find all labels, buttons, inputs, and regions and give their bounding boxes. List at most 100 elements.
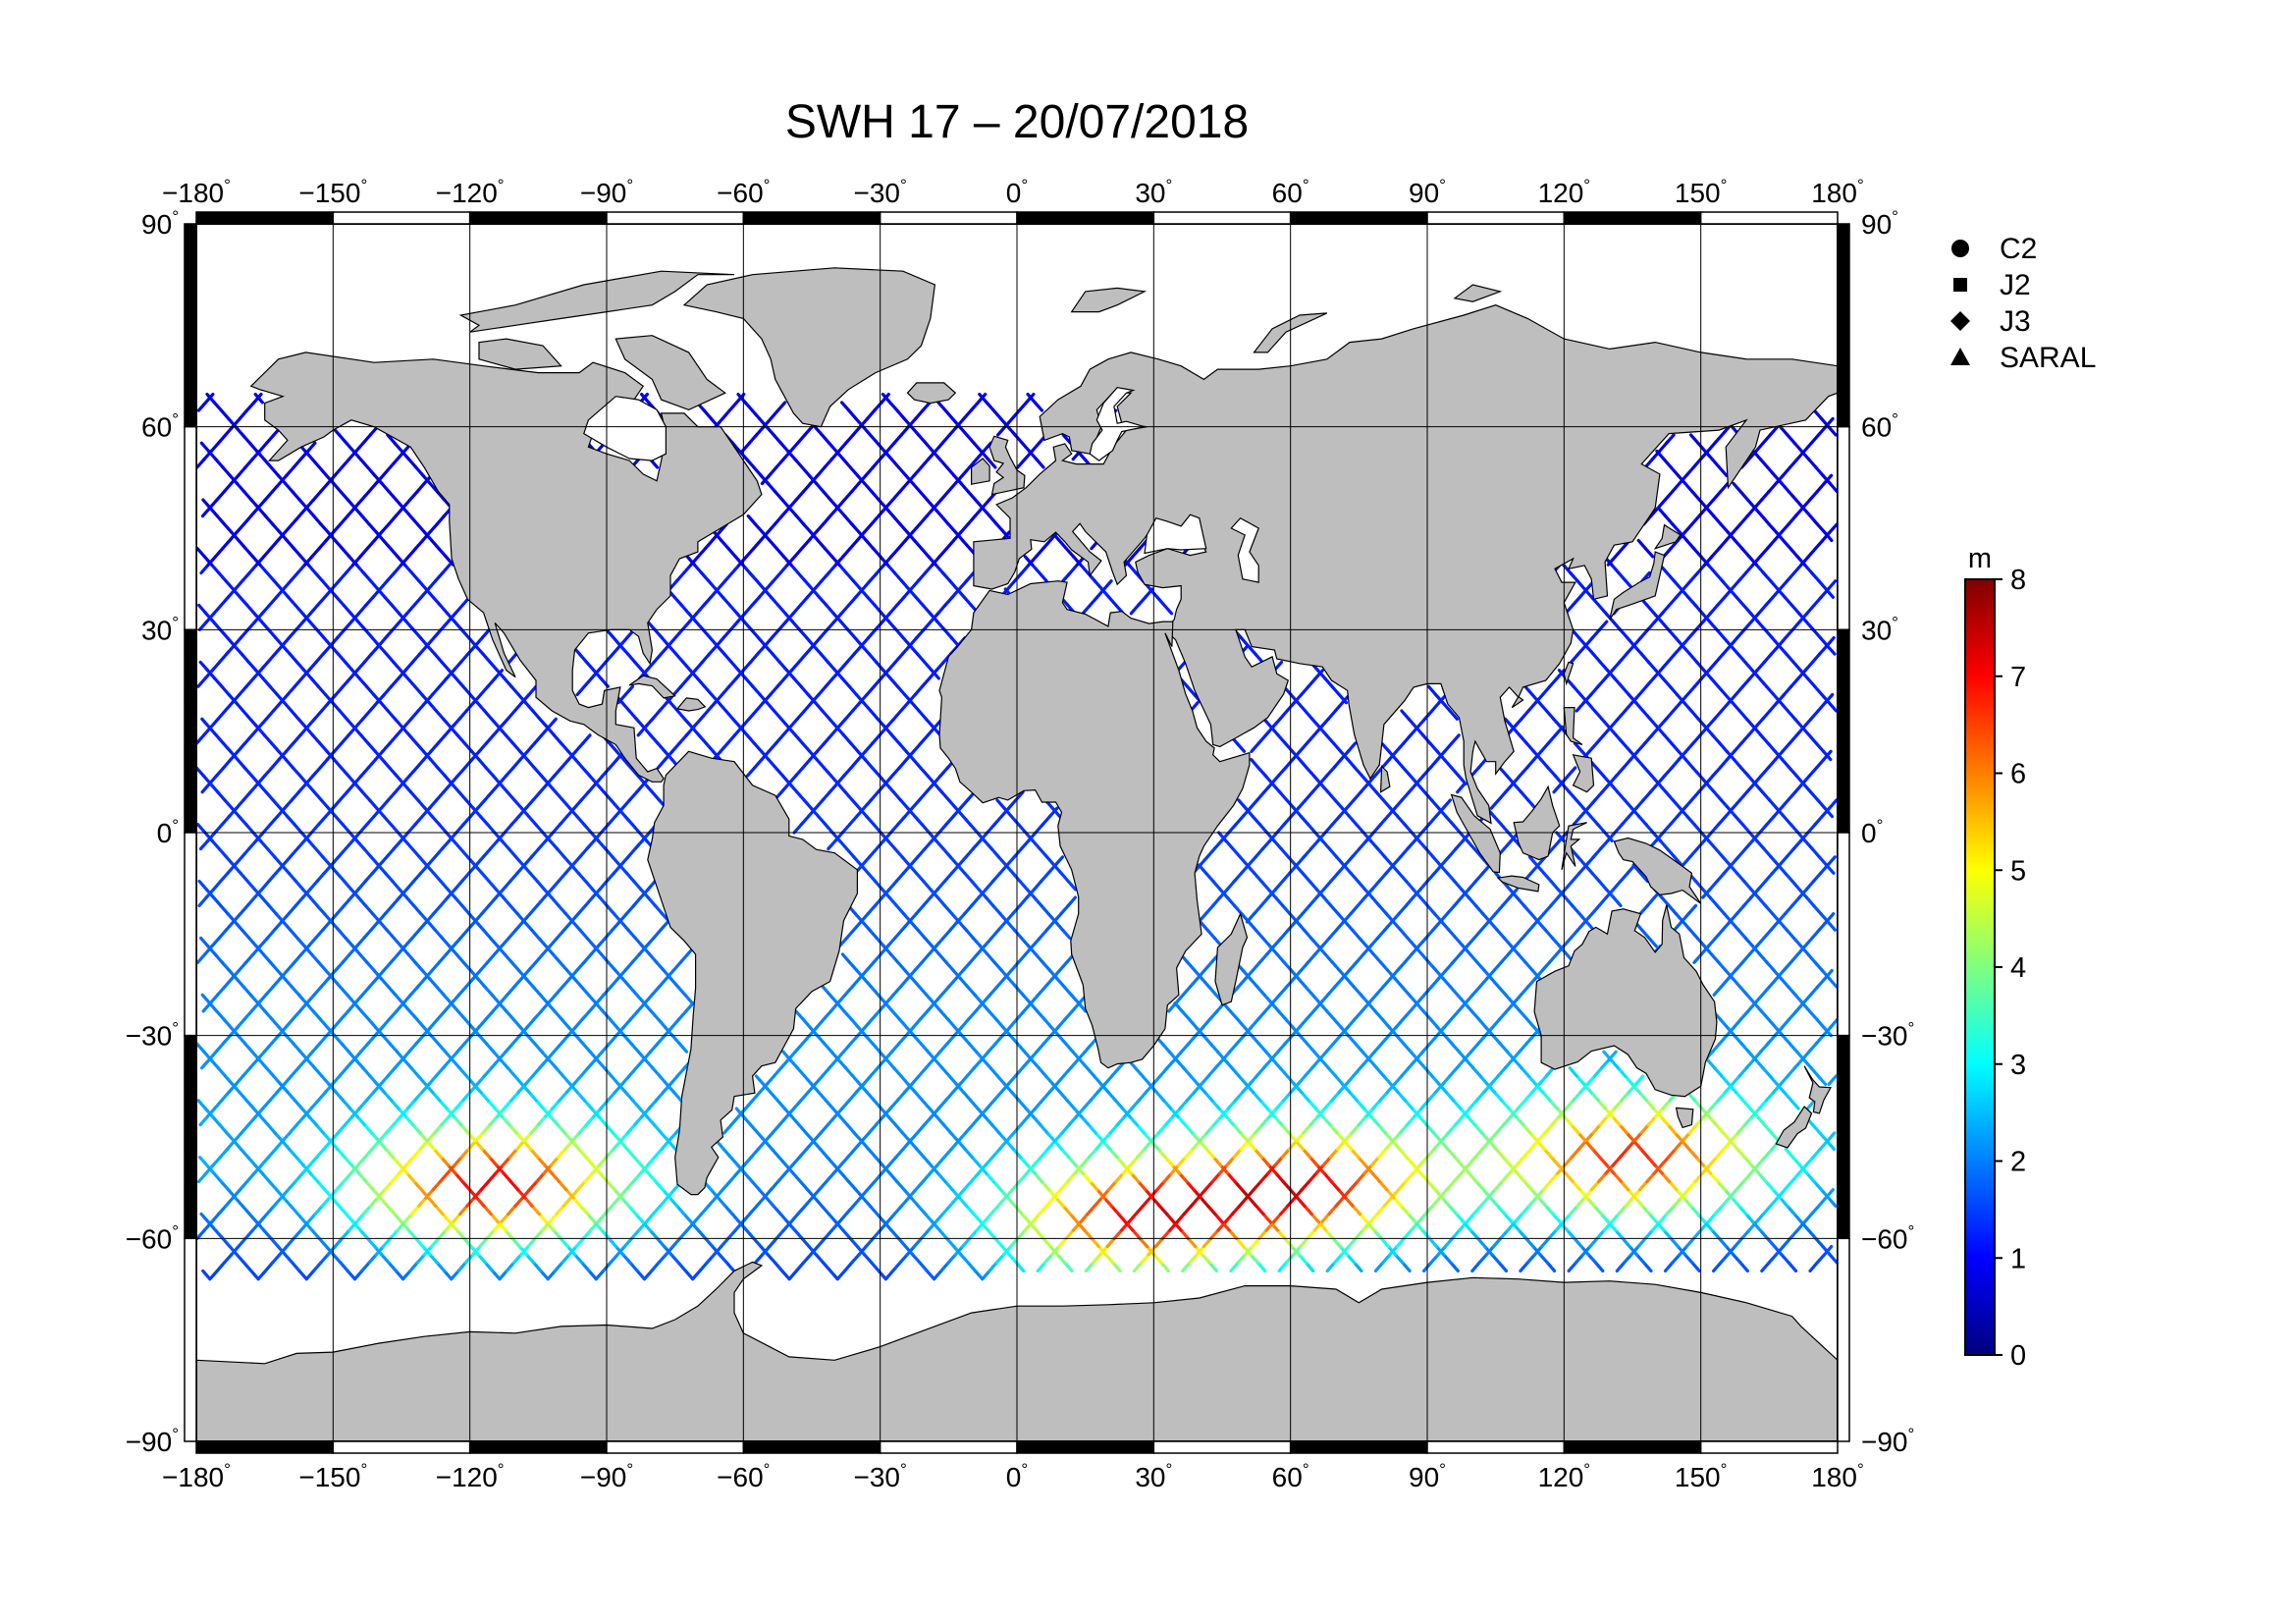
track-segment <box>437 547 448 559</box>
track-segment <box>1702 669 1713 680</box>
track-segment <box>852 644 864 656</box>
track-segment <box>1716 684 1728 697</box>
track-segment <box>485 1228 496 1240</box>
track-segment <box>397 1107 407 1118</box>
track-segment <box>1780 481 1791 494</box>
track-segment <box>525 1017 536 1030</box>
track-segment <box>894 871 906 884</box>
track-segment <box>257 782 268 794</box>
track-segment <box>1378 814 1390 827</box>
track-segment <box>541 1107 553 1118</box>
track-segment <box>855 968 866 981</box>
track-segment <box>344 936 355 948</box>
track-segment <box>858 1082 869 1095</box>
track-segment <box>1575 701 1586 713</box>
track-segment <box>1393 798 1404 810</box>
track-segment <box>555 846 566 859</box>
track-segment <box>1610 660 1622 673</box>
track-segment <box>855 1244 867 1257</box>
track-segment <box>983 1114 994 1127</box>
track-segment <box>840 1099 851 1110</box>
track-segment <box>1387 749 1399 762</box>
track-segment <box>297 1269 308 1281</box>
track-segment <box>481 1122 492 1135</box>
track-segment <box>921 1099 932 1110</box>
track-segment <box>851 1074 862 1086</box>
track-segment <box>1116 1212 1128 1224</box>
track-segment <box>580 766 592 778</box>
track-segment <box>1244 968 1255 981</box>
track-segment <box>1041 814 1052 827</box>
track-segment <box>483 985 494 997</box>
track-segment <box>898 1253 909 1265</box>
track-segment <box>633 936 645 948</box>
track-segment <box>780 774 792 786</box>
track-segment <box>428 1017 440 1030</box>
track-segment <box>941 928 952 941</box>
track-segment <box>546 993 558 1005</box>
track-segment <box>1714 846 1725 859</box>
track-segment <box>236 1034 247 1046</box>
track-segment <box>649 1042 660 1054</box>
track-segment <box>1305 1009 1315 1021</box>
track-segment <box>336 652 347 665</box>
track-segment <box>1229 1261 1240 1273</box>
track-segment <box>357 1171 368 1184</box>
track-segment <box>1493 903 1505 916</box>
track-segment <box>507 928 518 941</box>
track-segment <box>1075 1220 1087 1232</box>
track-segment <box>889 1228 901 1240</box>
track-segment <box>699 709 710 721</box>
track-segment <box>556 1122 566 1135</box>
track-segment <box>895 1090 907 1103</box>
track-segment <box>1649 506 1660 518</box>
track-segment <box>1660 603 1672 616</box>
track-segment <box>973 506 985 518</box>
track-segment <box>613 1188 623 1200</box>
track-segment <box>1670 481 1682 494</box>
track-segment <box>1085 1066 1096 1078</box>
track-segment <box>304 1269 316 1281</box>
track-segment <box>890 1261 902 1273</box>
track-segment <box>428 1253 439 1265</box>
track-segment <box>500 839 511 851</box>
track-segment <box>1099 1082 1110 1095</box>
track-segment <box>1524 757 1536 770</box>
track-segment <box>1034 547 1045 559</box>
track-segment <box>530 1066 542 1078</box>
track-segment <box>988 1066 999 1078</box>
track-segment <box>635 1269 647 1281</box>
track-segment <box>734 669 745 680</box>
track-segment <box>608 1017 619 1030</box>
track-segment <box>1692 823 1703 835</box>
track-segment <box>239 871 249 884</box>
track-segment <box>1735 652 1747 665</box>
track-segment <box>359 490 371 502</box>
track-segment <box>1823 692 1835 705</box>
track-segment <box>984 879 995 892</box>
track-segment <box>623 814 634 827</box>
track-segment <box>348 1107 359 1118</box>
track-segment <box>653 1147 664 1160</box>
track-segment <box>1394 757 1406 770</box>
track-segment <box>769 1090 779 1103</box>
track-segment <box>523 701 535 713</box>
track-segment <box>866 871 878 884</box>
track-segment <box>980 1001 991 1013</box>
track-segment <box>778 1212 790 1224</box>
track-segment <box>335 595 346 608</box>
track-segment <box>1370 879 1381 892</box>
track-segment <box>1006 1074 1018 1086</box>
track-segment <box>668 1074 679 1086</box>
track-segment <box>770 627 781 640</box>
track-segment <box>338 709 348 721</box>
track-segment <box>1729 644 1740 656</box>
track-segment <box>469 1244 480 1257</box>
track-segment <box>346 506 356 518</box>
track-segment <box>810 1082 821 1095</box>
track-segment <box>1018 1156 1030 1167</box>
track-segment <box>701 627 713 640</box>
track-segment <box>1213 1212 1224 1224</box>
track-segment <box>821 1066 831 1078</box>
track-segment <box>745 733 757 745</box>
